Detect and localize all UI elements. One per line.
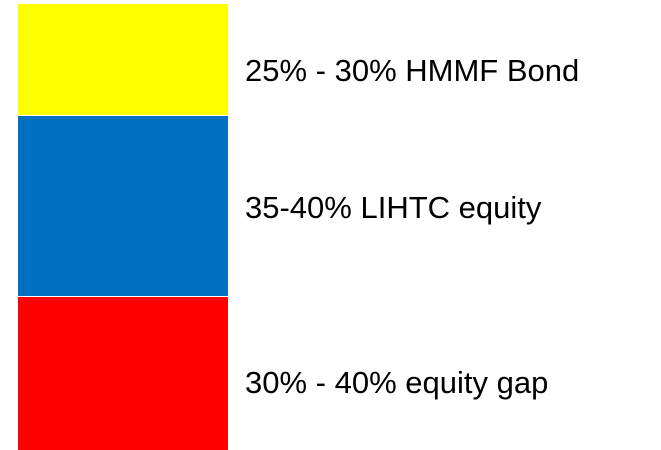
equity-gap-label: 30% - 40% equity gap (245, 365, 549, 400)
equity-gap-block (18, 297, 228, 450)
hmmf-bond-label: 25% - 30% HMMF Bond (245, 53, 580, 88)
hmmf-bond-block (18, 4, 228, 115)
lihtc-equity-block (18, 116, 228, 296)
lihtc-equity-label: 35-40% LIHTC equity (245, 190, 542, 225)
